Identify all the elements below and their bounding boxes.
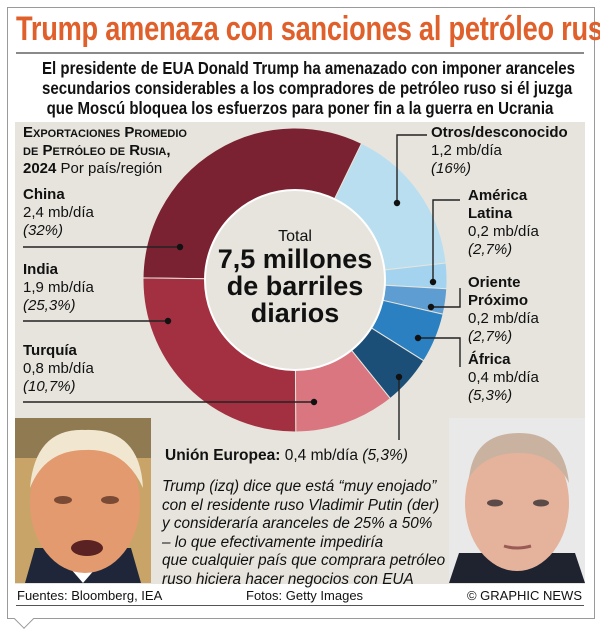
slice-value: 0,2 mb/día [468,223,539,240]
total-label: Total [278,228,312,245]
slice-name: América [468,187,528,204]
label-union-europea: Unión Europea: 0,4 mb/día (5,3%) [165,447,408,464]
slice-percent: (2,7%) [468,241,513,258]
slice-percent: (16%) [431,160,472,177]
label-oriente-proximo: Oriente Próximo 0,2 mb/día (2,7%) [468,274,539,346]
chart-title-line: Exportaciones Promedio [23,124,187,141]
caption-line: que cualquier país que comprara petróleo [162,552,446,569]
slice-percent: (5,3%) [468,387,513,404]
slice-value: 0,2 mb/día [468,310,539,327]
putin-photo [449,418,585,583]
photo-caption: Trump (izq) dice que está “muy enojado” … [162,478,445,589]
subtitle: El presidente de EUA Donald Trump ha ame… [0,58,600,118]
slice-value: 1,9 mb/día [23,279,94,296]
label-otros: Otros/desconocido 1,2 mb/día (16%) [431,124,568,178]
slice-name: Unión Europea [165,447,276,464]
chart-heading: Exportaciones Promedio de Petróleo de Ru… [23,124,187,178]
slice-name: Latina [468,205,513,222]
footer-copyright: © GRAPHIC NEWS [466,588,582,603]
label-china: China 2,4 mb/día (32%) [23,186,94,240]
slice-percent: (32%) [23,222,64,239]
slice-value: 0,8 mb/día [23,360,94,377]
leader-line-africa [418,337,461,367]
leader-dot-otros [393,199,401,207]
subtitle-line: El presidente de EUA Donald Trump ha ame… [42,58,576,78]
label-india: India 1,9 mb/día (25,3%) [23,261,94,315]
slice-name: Oriente [468,274,521,291]
slice-name: China [23,186,65,203]
chart-title-line: de Petróleo de Rusia, [23,142,171,159]
slice-percent: (5,3%) [362,447,408,464]
leader-line-oriente-proximo [431,288,461,308]
leader-dot-america-latina [429,278,437,286]
total-value-line: 7,5 millones [217,244,373,274]
label-turquia: Turquía 0,8 mb/día (10,7%) [23,342,94,396]
total-value-line: de barriles [226,271,364,301]
caption-line: ruso hiciera hacer negocios con EUA [162,570,414,588]
trump-photo [15,418,151,583]
slice-value: 2,4 mb/día [23,204,94,221]
footer-photo-credit: Fotos: Getty Images [246,588,364,603]
subtitle-line: secundarios considerables a los comprado… [42,78,573,98]
caption-line: con el residente ruso Vladimir Putin (de… [162,496,440,514]
caption-line: – lo que efectivamente impediría [162,533,384,551]
slice-name: India [23,261,59,278]
slice-name: África [468,351,511,368]
title-divider [16,52,584,54]
slice-percent: (2,7%) [468,328,513,345]
chart-year: 2024 [23,160,57,177]
caption-line: Trump (izq) dice que está “muy enojado” [162,478,437,495]
leader-lines [23,134,461,440]
leader-dot-oriente-proximo [427,303,435,311]
leader-line-otros [396,134,427,203]
footer-divider [16,605,584,606]
caption-line: y consideraría aranceles de 25% a 50% [162,515,433,532]
subtitle-line: que Moscú bloquea los esfuerzos para pon… [46,98,554,118]
slice-value: 0,4 mb/día [284,447,358,464]
footer-sources: Fuentes: Bloomberg, IEA [17,588,163,603]
leader-dot-africa [414,334,422,342]
donut-center-label: Total 7,5 millones de barriles diarios [205,228,385,327]
chart-subtitle: Por país/región [60,160,163,177]
donut-hole [204,189,386,371]
leader-dot-turquia [310,398,318,406]
slice-percent: (10,7%) [23,378,76,395]
leader-dot-china [176,243,184,251]
label-africa: África 0,4 mb/día (5,3%) [468,351,539,405]
slice-percent: (25,3%) [23,297,76,314]
label-america-latina: América Latina 0,2 mb/día (2,7%) [468,187,539,259]
slice-name: Turquía [23,342,77,359]
leader-dot-ue [395,373,403,381]
slice-value: 1,2 mb/día [431,142,502,159]
slice-value: 0,4 mb/día [468,369,539,386]
leader-dot-india [164,317,172,325]
slice-name: Otros/desconocido [431,124,568,141]
slice-name: Próximo [468,292,529,309]
total-value-line: diarios [250,298,340,328]
title-text: Trump amenaza con sanciones al petróleo … [16,10,600,48]
title: Trump amenaza con sanciones al petróleo … [16,10,600,52]
leader-line-america-latina [432,199,460,282]
